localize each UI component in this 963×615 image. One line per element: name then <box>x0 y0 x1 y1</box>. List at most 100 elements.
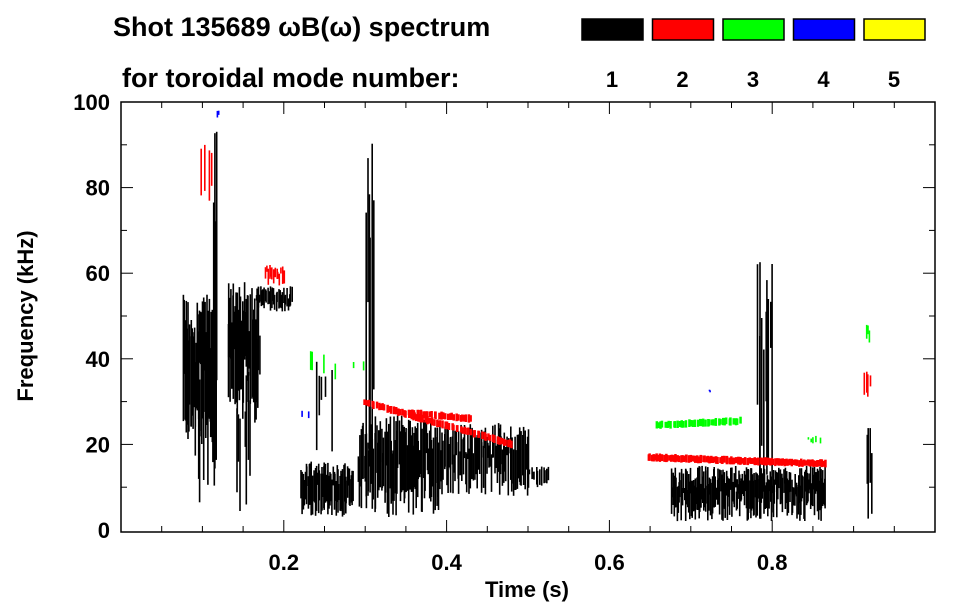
spectrum-mark-mode-2 <box>795 459 799 466</box>
spectrum-mark-mode-1 <box>527 429 530 488</box>
spectrum-mark-mode-1 <box>240 320 243 390</box>
spectrum-mark-mode-1 <box>517 434 520 479</box>
spectrum-mark-mode-1 <box>771 264 773 494</box>
spectrum-mark-mode-3 <box>812 437 814 444</box>
spectrum-mark-mode-3 <box>714 418 718 426</box>
spectrum-mark-mode-1 <box>191 328 193 416</box>
spectrum-mark-mode-2 <box>430 417 434 426</box>
spectrum-mark-mode-1 <box>675 477 677 508</box>
spectrum-mark-mode-2 <box>725 456 729 464</box>
spectrum-mark-mode-3 <box>707 419 711 426</box>
spectrum-mark-mode-1 <box>686 471 688 505</box>
spectrum-mark-mode-3 <box>352 362 355 369</box>
spectrum-mark-mode-1 <box>357 456 360 482</box>
spectrum-mark-mode-3 <box>819 437 822 444</box>
spectrum-mark-mode-2 <box>430 411 433 418</box>
spectrum-mark-mode-1 <box>761 473 764 499</box>
spectrum-mark-mode-2 <box>763 457 767 466</box>
spectrum-mark-mode-2 <box>457 414 460 421</box>
spectrum-mark-mode-1 <box>243 282 246 360</box>
spectrum-mark-mode-4 <box>709 390 711 393</box>
spectrum-mark-mode-2 <box>269 267 272 277</box>
spectrum-mark-mode-2 <box>412 410 416 418</box>
spectrum-mark-mode-2 <box>397 408 400 416</box>
spectrum-mark-mode-1 <box>813 467 816 516</box>
spectrum-mark-mode-2 <box>419 413 422 423</box>
spectrum-mark-mode-1 <box>376 442 379 498</box>
spectrum-mark-mode-1 <box>304 471 307 500</box>
spectrum-mark-mode-1 <box>799 468 801 521</box>
spectrum-mark-mode-1 <box>684 468 687 521</box>
spectrum-mark-mode-1 <box>470 430 472 480</box>
spectrum-mark-mode-1 <box>211 309 214 443</box>
spectrum-mark-mode-2 <box>382 404 386 411</box>
spectrum-mark-mode-1 <box>411 427 414 492</box>
spectrum-mark-mode-1 <box>343 464 345 515</box>
spectrum-mark-mode-1 <box>441 432 443 495</box>
spectrum-mark-mode-1 <box>259 335 261 375</box>
spectrum-mark-mode-1 <box>320 376 323 400</box>
spectrum-mark-mode-1 <box>410 435 413 492</box>
spectrum-mark-mode-2 <box>272 269 275 284</box>
spectrum-mark-mode-1 <box>195 342 197 409</box>
spectrum-mark-mode-1 <box>815 472 818 492</box>
spectrum-mark-mode-2 <box>685 454 688 463</box>
spectrum-mark-mode-2 <box>493 435 496 443</box>
spectrum-mark-mode-2 <box>783 459 786 467</box>
spectrum-mark-mode-2 <box>375 401 379 409</box>
spectrum-mark-mode-3 <box>684 420 688 428</box>
spectrum-mark-mode-1 <box>778 467 780 489</box>
spectrum-mark-mode-1 <box>678 472 681 498</box>
spectrum-mark-mode-1 <box>708 477 711 495</box>
spectrum-mark-mode-2 <box>743 457 747 465</box>
spectrum-mark-mode-1 <box>489 436 491 467</box>
spectrum-mark-mode-1 <box>731 467 733 517</box>
spectrum-mark-mode-1 <box>251 288 253 399</box>
spectrum-mark-mode-1 <box>759 262 761 487</box>
spectrum-mark-mode-1 <box>385 418 388 466</box>
spectrum-mark-mode-1 <box>741 473 744 495</box>
spectrum-mark-mode-1 <box>190 320 193 427</box>
spectrum-mark-mode-2 <box>484 433 487 441</box>
spectrum-mark-mode-2 <box>866 371 868 393</box>
spectrum-mark-mode-1 <box>432 437 435 514</box>
spectrum-mark-mode-1 <box>536 470 539 488</box>
spectrum-mark-mode-1 <box>237 414 240 462</box>
spectrum-mark-mode-1 <box>767 299 770 465</box>
spectrum-mark-mode-1 <box>360 429 363 509</box>
spectrum-mark-mode-2 <box>456 425 459 432</box>
spectrum-mark-mode-2 <box>208 150 211 201</box>
spectrum-mark-mode-1 <box>682 473 685 493</box>
spectrum-mark-mode-2 <box>426 416 429 425</box>
spectrum-mark-mode-1 <box>516 434 519 489</box>
spectrum-mark-mode-2 <box>723 455 726 463</box>
spectrum-mark-mode-1 <box>794 488 796 506</box>
spectrum-mark-mode-1 <box>753 473 755 515</box>
spectrum-mark-mode-1 <box>481 442 483 458</box>
spectrum-mark-mode-1 <box>715 487 718 500</box>
spectrum-mark-mode-1 <box>407 419 410 513</box>
spectrum-mark-mode-2 <box>442 412 445 420</box>
spectrum-mark-mode-2 <box>710 455 713 463</box>
spectrum-mark-mode-1 <box>713 467 715 508</box>
spectrum-mark-mode-1 <box>488 445 490 468</box>
spectrum-mark-mode-1 <box>673 475 676 517</box>
spectrum-mark-mode-1 <box>302 473 305 510</box>
spectrum-mark-mode-1 <box>495 445 497 468</box>
spectrum-mark-mode-1 <box>543 467 545 484</box>
spectrum-mark-mode-2 <box>469 415 472 422</box>
spectrum-mark-mode-3 <box>721 417 725 426</box>
spectrum-mark-mode-2 <box>728 457 731 465</box>
spectrum-mark-mode-1 <box>474 435 476 480</box>
spectrum-mark-mode-1 <box>737 484 739 499</box>
spectrum-mark-mode-2 <box>411 409 414 417</box>
spectrum-mark-mode-2 <box>762 457 765 465</box>
spectrum-mark-mode-2 <box>469 429 473 436</box>
spectrum-mark-mode-1 <box>406 445 409 491</box>
spectrum-mark-mode-2 <box>463 426 467 435</box>
spectrum-mark-mode-1 <box>402 425 404 491</box>
spectrum-mark-mode-1 <box>208 298 211 419</box>
spectrum-mark-mode-1 <box>337 484 340 501</box>
spectrum-mark-mode-1 <box>332 466 335 486</box>
spectrum-mark-mode-1 <box>271 287 274 301</box>
